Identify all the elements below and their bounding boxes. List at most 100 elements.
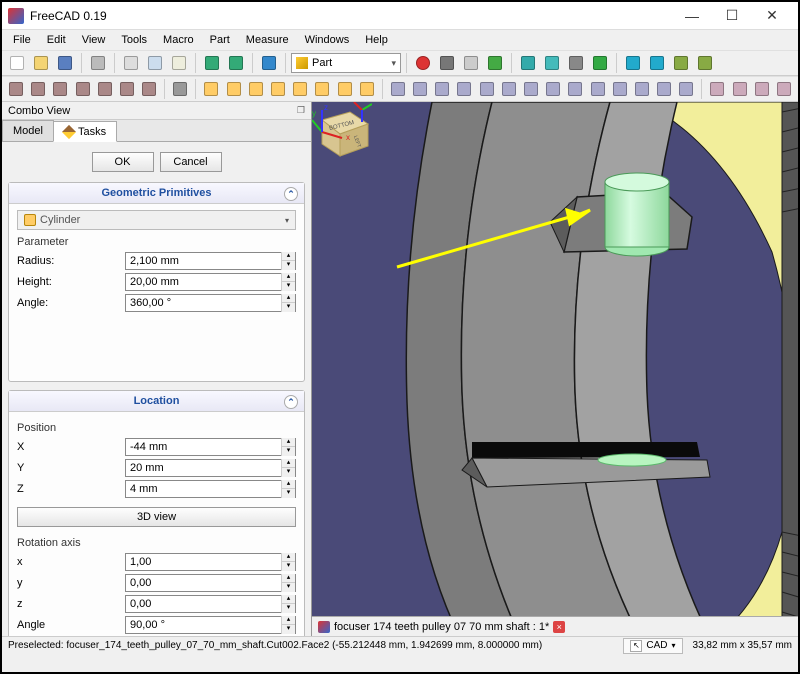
- toolbar-link2-button[interactable]: [694, 52, 716, 74]
- rot-z-input[interactable]: 0,00 ▴▾: [125, 595, 296, 613]
- ok-button[interactable]: OK: [92, 152, 154, 172]
- 3d-view-button[interactable]: 3D view: [17, 507, 296, 527]
- toolbar-cylinder-button[interactable]: [224, 78, 244, 100]
- close-document-icon[interactable]: ×: [553, 621, 565, 633]
- nav-forward-icon: [650, 56, 664, 70]
- toolbar-bool-common-button[interactable]: [774, 78, 794, 100]
- toolbar-bottom-button[interactable]: [117, 78, 137, 100]
- toolbar-bounding-button[interactable]: [589, 52, 611, 74]
- toolbar-bool-union-button[interactable]: [752, 78, 772, 100]
- menu-macro[interactable]: Macro: [156, 32, 201, 48]
- menu-tools[interactable]: Tools: [114, 32, 154, 48]
- document-tab-label[interactable]: focuser 174 teeth pulley 07 70 mm shaft …: [334, 621, 549, 633]
- toolbar-left-button[interactable]: [139, 78, 159, 100]
- toolbar-chamfer-button[interactable]: [476, 78, 496, 100]
- loc-collapse-icon[interactable]: ⌃: [284, 395, 298, 409]
- toolbar-projection-button[interactable]: [654, 78, 674, 100]
- pos-z-label: Z: [17, 483, 125, 495]
- toolbar-revolve-button[interactable]: [410, 78, 430, 100]
- toolbar-draw-style-button[interactable]: [565, 52, 587, 74]
- cancel-button[interactable]: Cancel: [160, 152, 222, 172]
- toolbar-undo-button[interactable]: [201, 52, 223, 74]
- toolbar-offset-button[interactable]: [610, 78, 630, 100]
- refresh-icon: [262, 56, 276, 70]
- toolbar-nav-back-button[interactable]: [622, 52, 644, 74]
- toolbar-fit-all-button[interactable]: [517, 52, 539, 74]
- toolbar-right-button[interactable]: [73, 78, 93, 100]
- menu-view[interactable]: View: [75, 32, 113, 48]
- toolbar-cross-button[interactable]: [587, 78, 607, 100]
- toolbar-copy-button[interactable]: [144, 52, 166, 74]
- toolbar-paste-button[interactable]: [168, 52, 190, 74]
- rot-y-input[interactable]: 0,00 ▴▾: [125, 574, 296, 592]
- toolbar-record-macro-button[interactable]: [412, 52, 434, 74]
- toolbar-ruled-button[interactable]: [499, 78, 519, 100]
- tab-tasks[interactable]: Tasks: [53, 121, 117, 142]
- primitive-type-dropdown[interactable]: Cylinder: [17, 210, 296, 230]
- geom-panel-title: Geometric Primitives: [101, 187, 211, 199]
- geom-collapse-icon[interactable]: ⌃: [284, 187, 298, 201]
- toolbar-stop-macro-button[interactable]: [436, 52, 458, 74]
- close-button[interactable]: ✕: [752, 4, 792, 28]
- workbench-selector[interactable]: Part: [291, 53, 401, 73]
- height-input[interactable]: 20,00 mm ▴▾: [125, 273, 296, 291]
- toolbar-cube-button[interactable]: [201, 78, 221, 100]
- menu-measure[interactable]: Measure: [239, 32, 296, 48]
- pos-x-input[interactable]: -44 mm ▴▾: [125, 438, 296, 456]
- toolbar-measure-button[interactable]: [170, 78, 190, 100]
- toolbar-run-macro-button[interactable]: [484, 52, 506, 74]
- toolbar-thickness-button[interactable]: [632, 78, 652, 100]
- toolbar-torus-button[interactable]: [290, 78, 310, 100]
- toolbar-redo-button[interactable]: [225, 52, 247, 74]
- 3d-viewport[interactable]: BOTTOM LEFT x y z focuser 174 teeth pull…: [312, 102, 798, 636]
- toolbar-bool-cut-button[interactable]: [729, 78, 749, 100]
- tab-model[interactable]: Model: [2, 120, 54, 141]
- rot-angle-input[interactable]: 90,00 ° ▴▾: [125, 616, 296, 634]
- toolbar-open-button[interactable]: [30, 52, 52, 74]
- toolbar-cone-button[interactable]: [268, 78, 288, 100]
- toolbar-section-button[interactable]: [565, 78, 585, 100]
- toolbar-attach-button[interactable]: [676, 78, 696, 100]
- toolbar-save-button[interactable]: [54, 52, 76, 74]
- nav-style-button[interactable]: ↖ CAD ▾: [623, 638, 682, 654]
- toolbar-primitives-button[interactable]: [334, 78, 354, 100]
- toolbar-sphere-button[interactable]: [246, 78, 266, 100]
- fillet-icon: [457, 82, 471, 96]
- pencil-icon: [62, 124, 76, 138]
- combo-dock-icon[interactable]: ❐: [297, 105, 305, 116]
- measure-icon: [173, 82, 187, 96]
- menu-help[interactable]: Help: [358, 32, 395, 48]
- toolbar-rear-button[interactable]: [95, 78, 115, 100]
- angle-input[interactable]: 360,00 ° ▴▾: [125, 294, 296, 312]
- toolbar-builder-button[interactable]: [357, 78, 377, 100]
- toolbar-mirror-button[interactable]: [432, 78, 452, 100]
- toolbar-front-button[interactable]: [28, 78, 48, 100]
- toolbar-link-button[interactable]: [670, 52, 692, 74]
- minimize-button[interactable]: —: [672, 4, 712, 28]
- radius-input[interactable]: 2,100 mm ▴▾: [125, 252, 296, 270]
- toolbar-macros-button[interactable]: [460, 52, 482, 74]
- maximize-button[interactable]: ☐: [712, 4, 752, 28]
- toolbar-cut-button[interactable]: [120, 52, 142, 74]
- toolbar-new-button[interactable]: [6, 52, 28, 74]
- toolbar-extrude-button[interactable]: [388, 78, 408, 100]
- pos-z-input[interactable]: 4 mm ▴▾: [125, 480, 296, 498]
- toolbar-print-button[interactable]: [87, 52, 109, 74]
- pos-y-input[interactable]: 20 mm ▴▾: [125, 459, 296, 477]
- menu-part[interactable]: Part: [203, 32, 237, 48]
- rot-x-input[interactable]: 1,00 ▴▾: [125, 553, 296, 571]
- toolbar-tube-button[interactable]: [312, 78, 332, 100]
- toolbar-sweep-button[interactable]: [543, 78, 563, 100]
- menu-windows[interactable]: Windows: [298, 32, 357, 48]
- print-icon: [91, 56, 105, 70]
- toolbar-loft-button[interactable]: [521, 78, 541, 100]
- toolbar-compound-button[interactable]: [707, 78, 727, 100]
- toolbar-iso-button[interactable]: [6, 78, 26, 100]
- menu-file[interactable]: File: [6, 32, 38, 48]
- toolbar-refresh-button[interactable]: [258, 52, 280, 74]
- menu-edit[interactable]: Edit: [40, 32, 73, 48]
- toolbar-fit-selection-button[interactable]: [541, 52, 563, 74]
- toolbar-fillet-button[interactable]: [454, 78, 474, 100]
- toolbar-nav-forward-button[interactable]: [646, 52, 668, 74]
- toolbar-top-button[interactable]: [50, 78, 70, 100]
